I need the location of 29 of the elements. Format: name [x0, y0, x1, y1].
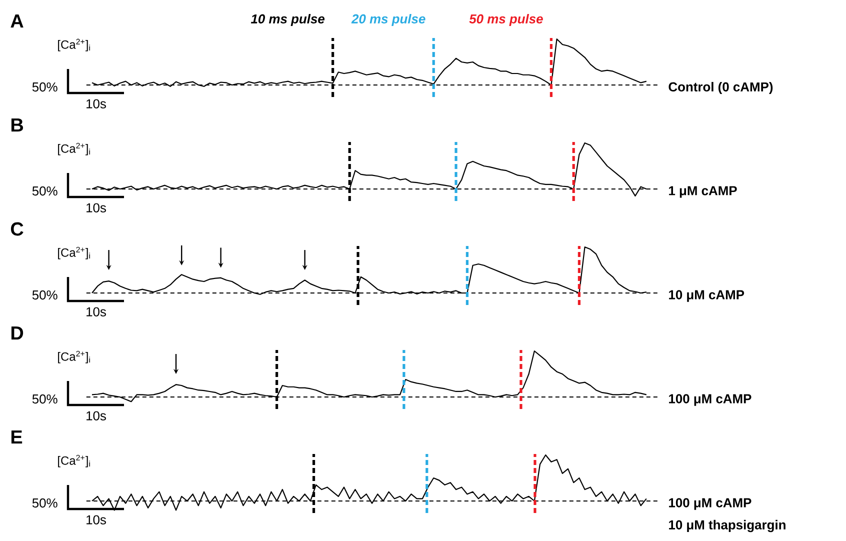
text: 10s	[86, 99, 106, 108]
y-axis-title: [Ca$^{2+}$]$_{i}$	[58, 142, 90, 156]
text: 10 ms pulse	[250, 14, 325, 26]
text: 10s	[86, 307, 106, 316]
text: 50%	[32, 394, 58, 404]
text: 10 μM thapsigargin	[669, 520, 786, 532]
text: 10s	[86, 411, 106, 420]
text: 50%	[32, 82, 58, 92]
y-axis-title: [Ca$^{2+}$]$_{i}$	[58, 246, 90, 260]
chart-title: A	[10, 14, 24, 28]
chart-title: C	[10, 222, 24, 236]
chart-title: B	[11, 118, 24, 132]
y-axis-title: [Ca$^{2+}$]$_{i}$	[58, 38, 90, 52]
text: 10s	[86, 203, 106, 212]
text: 50 ms pulse	[469, 14, 543, 26]
text: 10s	[86, 515, 106, 524]
y-axis-title: [Ca$^{2+}$]$_{i}$	[58, 350, 90, 364]
text: Control (0 cAMP)	[668, 82, 773, 94]
text: 20 ms pulse	[351, 14, 426, 26]
text: 1 μM cAMP	[669, 186, 737, 198]
text: 100 μM cAMP	[669, 394, 752, 406]
text: 50%	[32, 290, 58, 300]
chart-title: D	[11, 326, 24, 340]
text: 50%	[32, 186, 58, 196]
y-axis-title: [Ca$^{2+}$]$_{i}$	[58, 454, 90, 468]
text: 50%	[32, 498, 58, 508]
text: 100 μM cAMP	[669, 498, 752, 510]
text: 10 μM cAMP	[669, 290, 744, 302]
chart-title: E	[11, 430, 22, 444]
